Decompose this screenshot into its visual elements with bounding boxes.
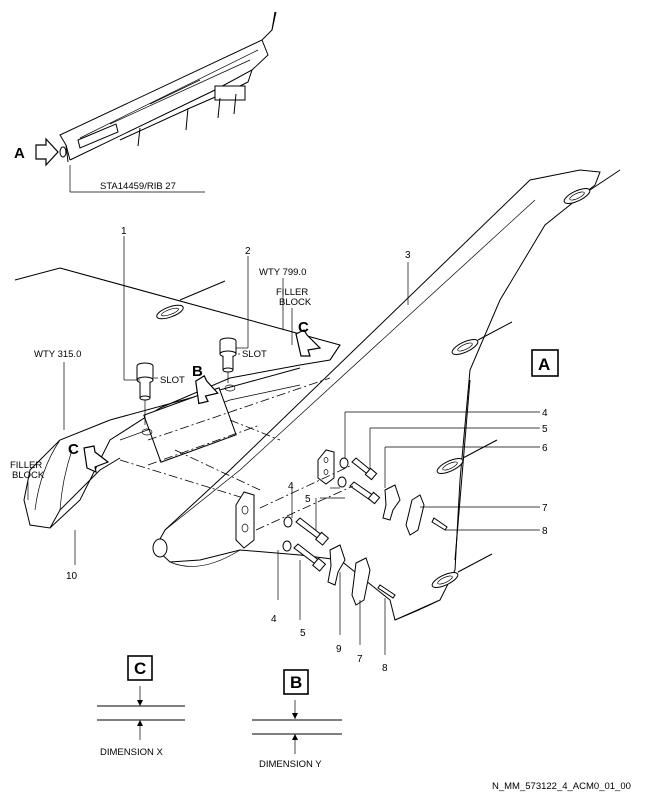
item-number-8b: 8	[382, 663, 388, 674]
filler-block-label-2: FILLER	[10, 460, 42, 471]
view-c-label-2: C	[68, 441, 79, 458]
item-number-4b: 4	[288, 481, 294, 492]
filler-block-label-1: FILLER	[276, 287, 308, 298]
slot-label-2: SLOT	[242, 349, 267, 360]
view-c-arrow-1	[295, 329, 322, 357]
lower-bracket-set	[277, 484, 396, 655]
view-c-arrow-2	[83, 445, 110, 474]
wing-tip-left	[14, 267, 341, 565]
item-number-7a: 7	[542, 503, 548, 514]
access-panel	[143, 387, 237, 463]
item-number-3: 3	[405, 250, 411, 261]
wing-light-mid	[451, 339, 479, 355]
view-c-box	[127, 655, 153, 681]
item-number-10: 10	[66, 571, 78, 582]
upper-bracket-set	[255, 411, 540, 536]
dimension-x-label: DIMENSION X	[100, 747, 163, 758]
item-number-5a: 5	[542, 424, 548, 435]
item-number-7b: 7	[357, 654, 363, 665]
view-b-detail	[252, 669, 342, 754]
wing-light-left	[156, 304, 184, 320]
item-number-5b: 5	[305, 494, 311, 505]
item-number-6: 6	[542, 443, 548, 454]
pin-2	[219, 337, 237, 392]
view-b-box-label: B	[290, 673, 302, 692]
item-number-4c: 4	[271, 614, 277, 625]
wty-799-label: WTY 799.0	[259, 267, 306, 278]
view-b-arrow	[195, 375, 219, 405]
dimension-y-label: DIMENSION Y	[259, 759, 322, 770]
view-a-arrow	[35, 137, 59, 167]
wing-light-lower	[436, 458, 464, 474]
view-c-detail	[97, 655, 185, 740]
item-number-4a: 4	[542, 408, 548, 419]
wing-light-bottom	[431, 572, 459, 588]
view-b-label: B	[192, 363, 203, 380]
item-number-1: 1	[121, 226, 127, 237]
view-c-box-label: C	[134, 659, 146, 678]
filler-block-mount	[235, 491, 255, 549]
wing-tip-point	[59, 146, 67, 158]
wing-overview	[59, 11, 277, 193]
nose-cap	[152, 538, 168, 558]
slot-label-1: SLOT	[160, 375, 185, 386]
wty-315-label: WTY 315.0	[34, 349, 81, 360]
view-b-box	[283, 669, 309, 695]
flap-fairing	[214, 85, 246, 101]
drawing-reference: N_MM_573122_4_ACM0_01_00	[492, 781, 631, 792]
item-number-9: 9	[336, 644, 342, 655]
station-label: STA14459/RIB 27	[100, 181, 176, 192]
view-a-box	[531, 349, 559, 377]
view-a-box-label: A	[538, 355, 550, 374]
wing-tip-right	[152, 169, 621, 621]
pin-1	[136, 362, 154, 436]
item-number-8a: 8	[542, 526, 548, 537]
item-number-5c: 5	[300, 628, 306, 639]
wing-light-upper	[563, 188, 591, 204]
view-a-label: A	[14, 145, 25, 162]
item-number-2: 2	[245, 246, 251, 257]
filler-block-label-1b: BLOCK	[279, 297, 312, 308]
filler-block-label-2b: BLOCK	[12, 470, 45, 481]
view-c-label: C	[298, 319, 309, 336]
